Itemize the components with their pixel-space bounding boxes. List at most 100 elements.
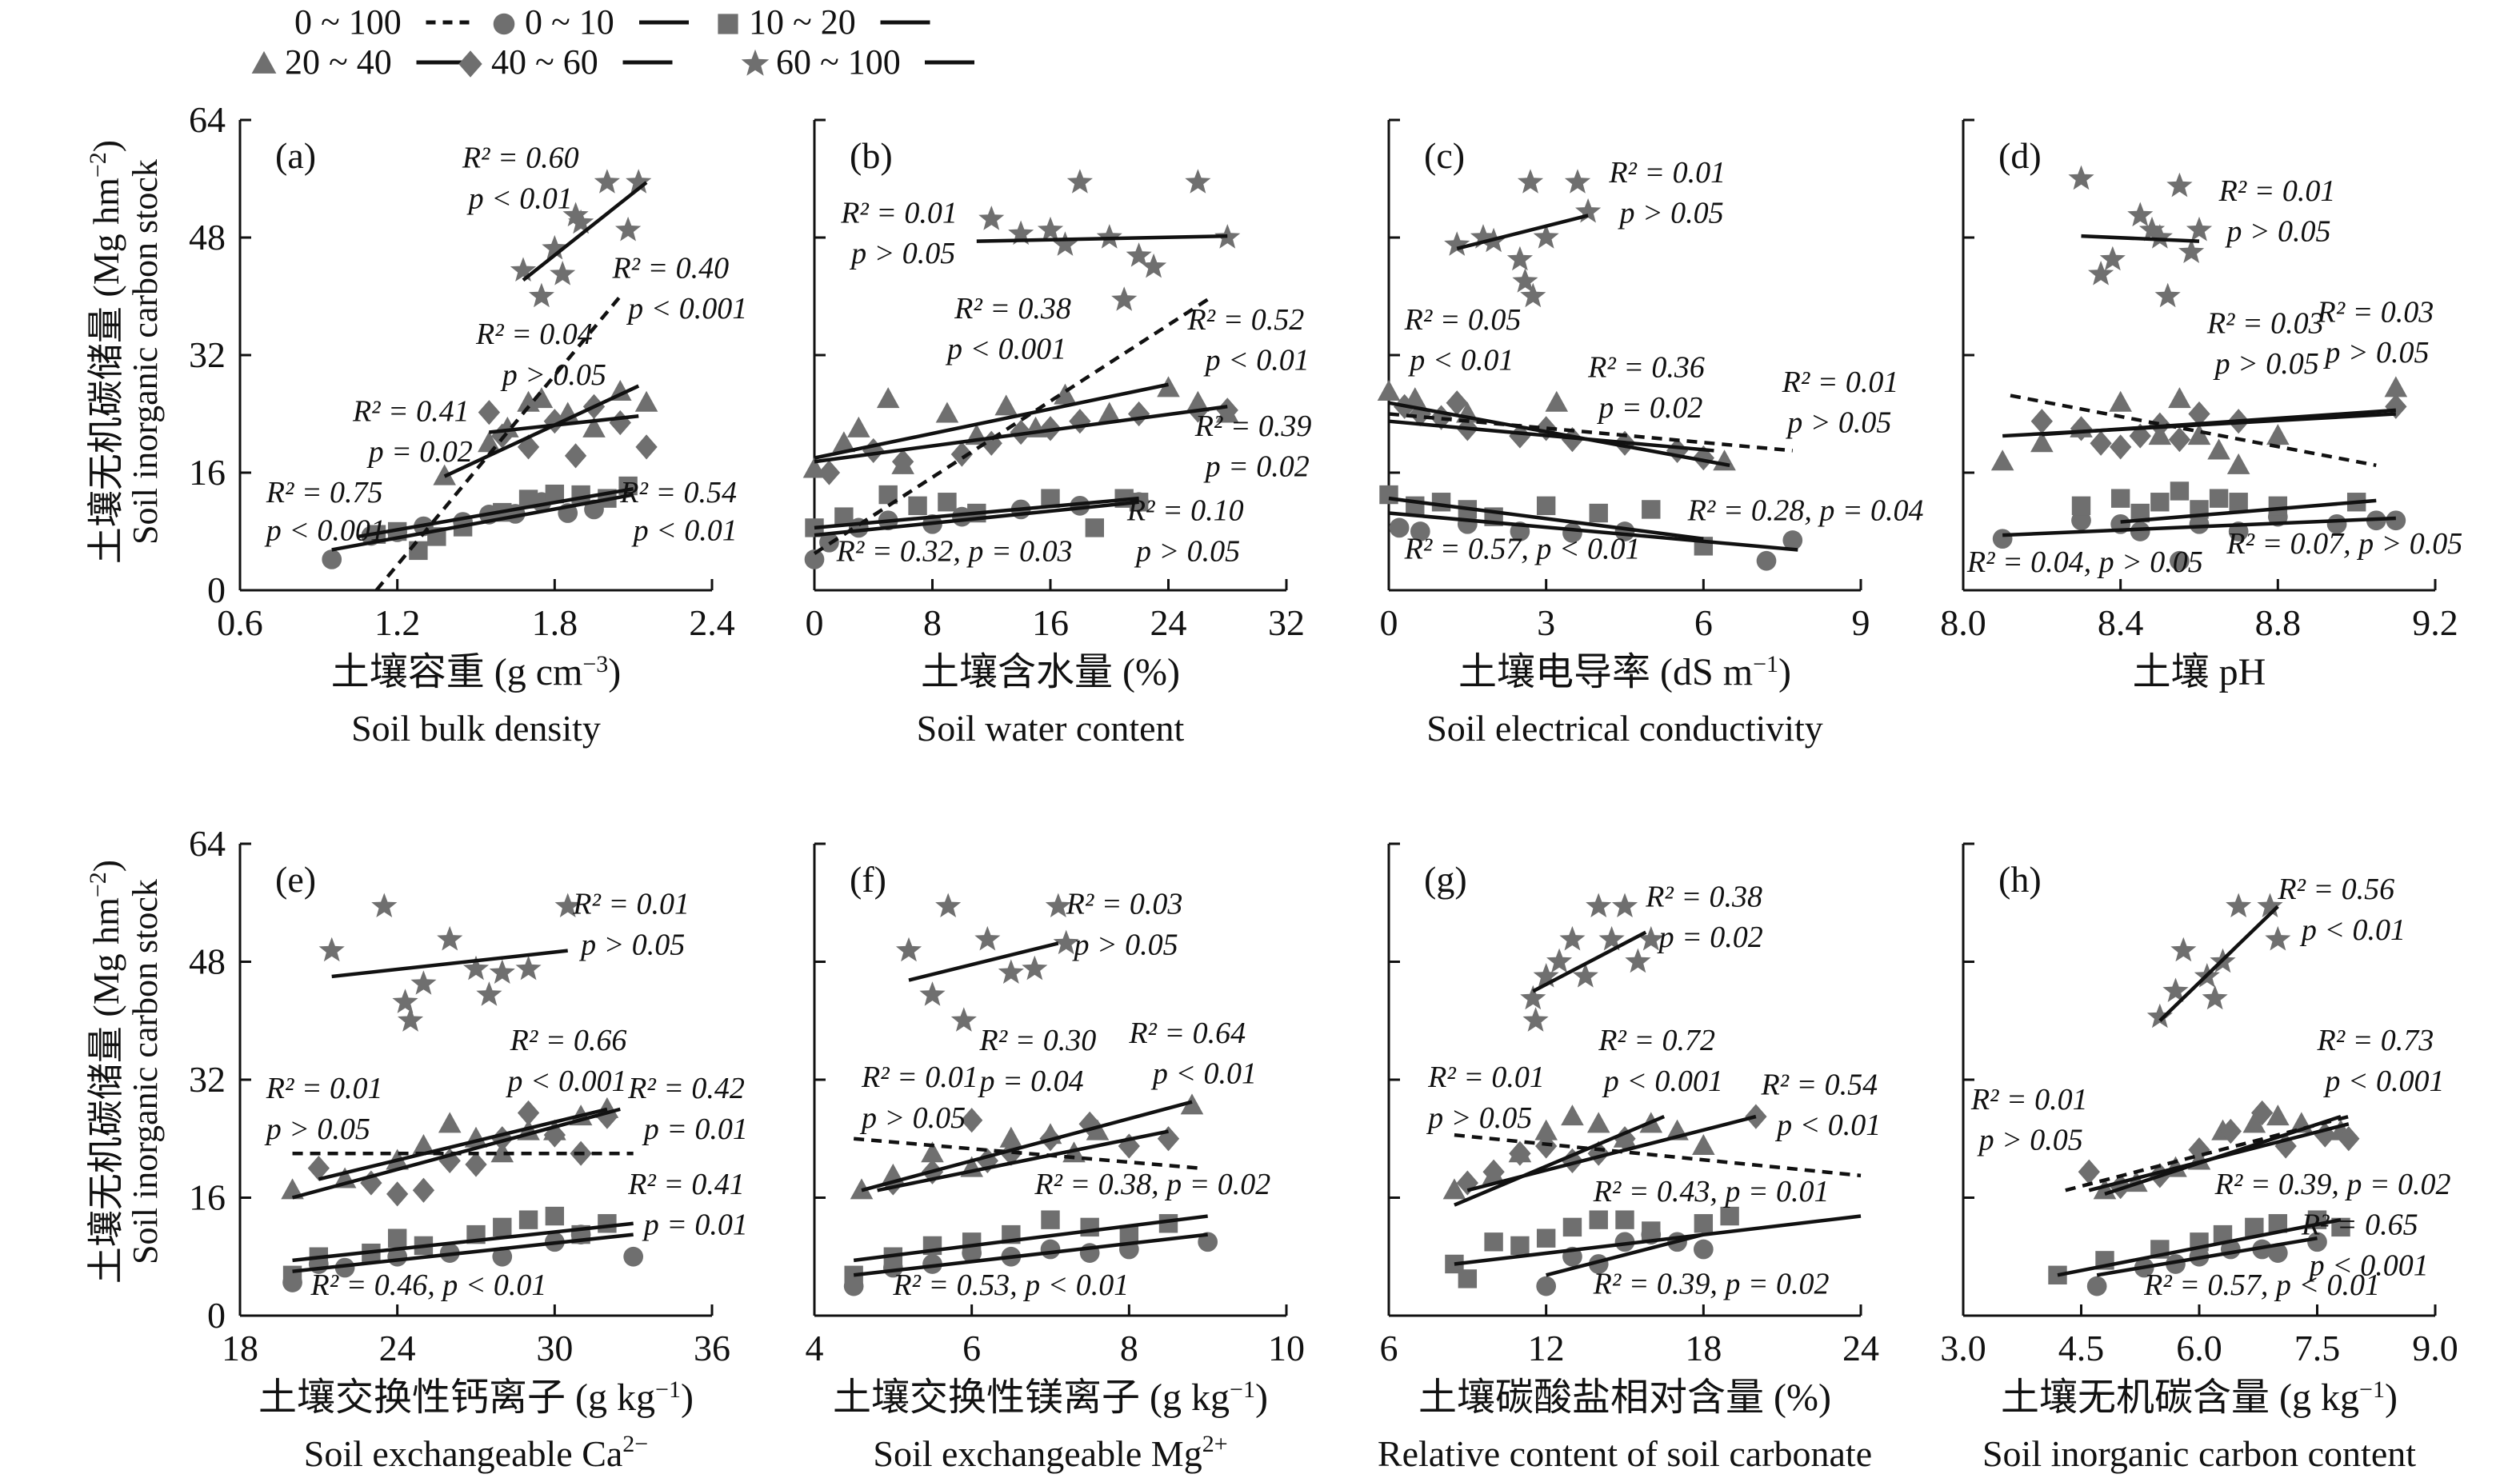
data-point-square [493, 1217, 512, 1237]
data-point-square [1694, 1214, 1714, 1233]
data-point-circle [1693, 1239, 1714, 1260]
data-point-square [1085, 518, 1105, 537]
data-point-square [518, 489, 538, 509]
fit-line [1466, 1114, 1757, 1192]
data-point-diamond [2110, 434, 2132, 460]
data-point-square [545, 484, 565, 504]
fit-line [292, 1232, 634, 1273]
data-point-star [2265, 925, 2291, 951]
data-point-diamond [818, 460, 841, 485]
data-point-diamond [1118, 1133, 1140, 1159]
data-point-triangle [832, 431, 856, 453]
data-point-circle [1040, 1239, 1061, 1260]
fit-line [292, 1221, 634, 1263]
x-axis-label-zh: 土壤交换性钙离子 (g kg−1) [258, 1376, 694, 1419]
data-point-star [2146, 1003, 2173, 1029]
data-point-circle [804, 549, 825, 569]
x-tick-label: 6 [1694, 602, 1713, 643]
stat-annotation: p = 0.04 [978, 1065, 1084, 1098]
data-point-square [1041, 489, 1060, 508]
data-point-square [1080, 1217, 1099, 1237]
data-point-triangle [582, 416, 606, 437]
fit-line [2158, 905, 2279, 1022]
data-point-square [1379, 485, 1398, 505]
fit-line [853, 1214, 1208, 1263]
data-point-circle [1070, 495, 1090, 516]
fit-line [331, 493, 634, 552]
data-point-star [392, 989, 418, 1013]
data-point-square [878, 485, 898, 505]
data-point-star [1625, 948, 1651, 973]
stat-annotation: R² = 0.41 [352, 395, 470, 429]
x-axis-label-zh: 土壤碳酸盐相对含量 (%) [1418, 1376, 1831, 1419]
stat-annotation: R² = 0.38 [1645, 880, 1762, 913]
data-point-square [1041, 1210, 1060, 1229]
x-tick-label: 2.4 [689, 602, 735, 643]
stat-annotation: R² = 0.39, p = 0.02 [1593, 1267, 1830, 1300]
data-point-star [1052, 231, 1078, 256]
data-point-star [476, 981, 502, 1006]
data-point-triangle [1561, 1105, 1584, 1126]
stat-annotation: R² = 0.75 [266, 476, 383, 509]
data-point-triangle [2168, 387, 2191, 409]
data-point-triangle [1534, 1119, 1558, 1140]
data-point-triangle [412, 1134, 435, 1156]
data-point-square [2130, 503, 2150, 523]
data-point-diamond [2070, 416, 2093, 441]
data-point-star [615, 216, 642, 242]
stat-annotation: R² = 0.03 [2206, 306, 2324, 340]
data-point-star [1533, 224, 1559, 249]
data-point-circle [2130, 521, 2150, 541]
fit-line-dashed [1454, 1132, 1862, 1178]
fit-line [331, 949, 568, 979]
panel-label: (f) [850, 859, 886, 900]
stat-annotation: R² = 0.28, p = 0.04 [1687, 494, 1924, 528]
x-tick-label: 3.0 [1940, 1328, 1986, 1368]
data-point-square [1510, 1236, 1530, 1256]
stat-annotation: R² = 0.01 [572, 888, 690, 921]
data-point-star [398, 1007, 424, 1032]
data-point-triangle [2030, 431, 2054, 453]
data-point-star [410, 970, 437, 995]
x-axis-label-zh-sup: −1 [2359, 1376, 2385, 1403]
data-point-circle [2071, 510, 2091, 531]
data-point-diamond [1446, 390, 1468, 416]
legend-label: 0 ~ 10 [525, 2, 614, 42]
data-point-triangle [2242, 1112, 2266, 1133]
stat-annotation: R² = 0.43, p = 0.01 [1593, 1175, 1830, 1208]
data-point-circle [1782, 530, 1803, 550]
stat-annotation: R² = 0.01 [266, 1072, 383, 1105]
y-axis-label-zh-end: ) [86, 140, 126, 152]
x-tick-label: 1.8 [532, 602, 578, 643]
data-point-star [2170, 937, 2197, 962]
legend-label: 40 ~ 60 [491, 42, 598, 82]
stat-annotation: R² = 0.41 [627, 1168, 745, 1201]
x-axis-label-en-sup: 2+ [1202, 1431, 1228, 1457]
x-tick-label: 30 [536, 1328, 573, 1368]
fit-line-dashed [2065, 1114, 2350, 1192]
x-axis-label-zh-sup: −1 [1230, 1376, 1255, 1403]
data-point-star [2099, 246, 2126, 271]
x-tick-label: 8 [923, 602, 942, 643]
y-axis-label-zh: 土壤无机碳储量 (Mg hm−2) [85, 140, 126, 564]
data-point-square [409, 541, 428, 561]
stat-annotation: R² = 0.01 [1970, 1083, 2088, 1116]
data-point-star [2226, 893, 2252, 917]
legend-label: 60 ~ 100 [776, 42, 901, 82]
fit-line [1532, 930, 1647, 993]
x-axis-label-en: Soil water content [917, 708, 1185, 749]
stat-annotation: R² = 0.52 [1186, 303, 1304, 337]
stat-annotation: p = 0.02 [1596, 391, 1702, 425]
stat-annotation: p > 0.05 [1072, 928, 1178, 961]
legend-marker-circle [493, 13, 515, 35]
stat-annotation: p < 0.001 [945, 333, 1066, 366]
x-axis-label-zh-main: 土壤电导率 (dS m [1458, 651, 1753, 693]
data-point-square [545, 1206, 565, 1226]
data-point-triangle [490, 1141, 514, 1163]
data-point-square [1445, 1254, 1464, 1274]
fit-line [358, 486, 634, 539]
y-axis-label-zh-sup: −2 [85, 152, 111, 178]
fit-line [814, 496, 1139, 530]
data-point-triangle [281, 1178, 304, 1200]
data-point-star [1575, 198, 1602, 223]
